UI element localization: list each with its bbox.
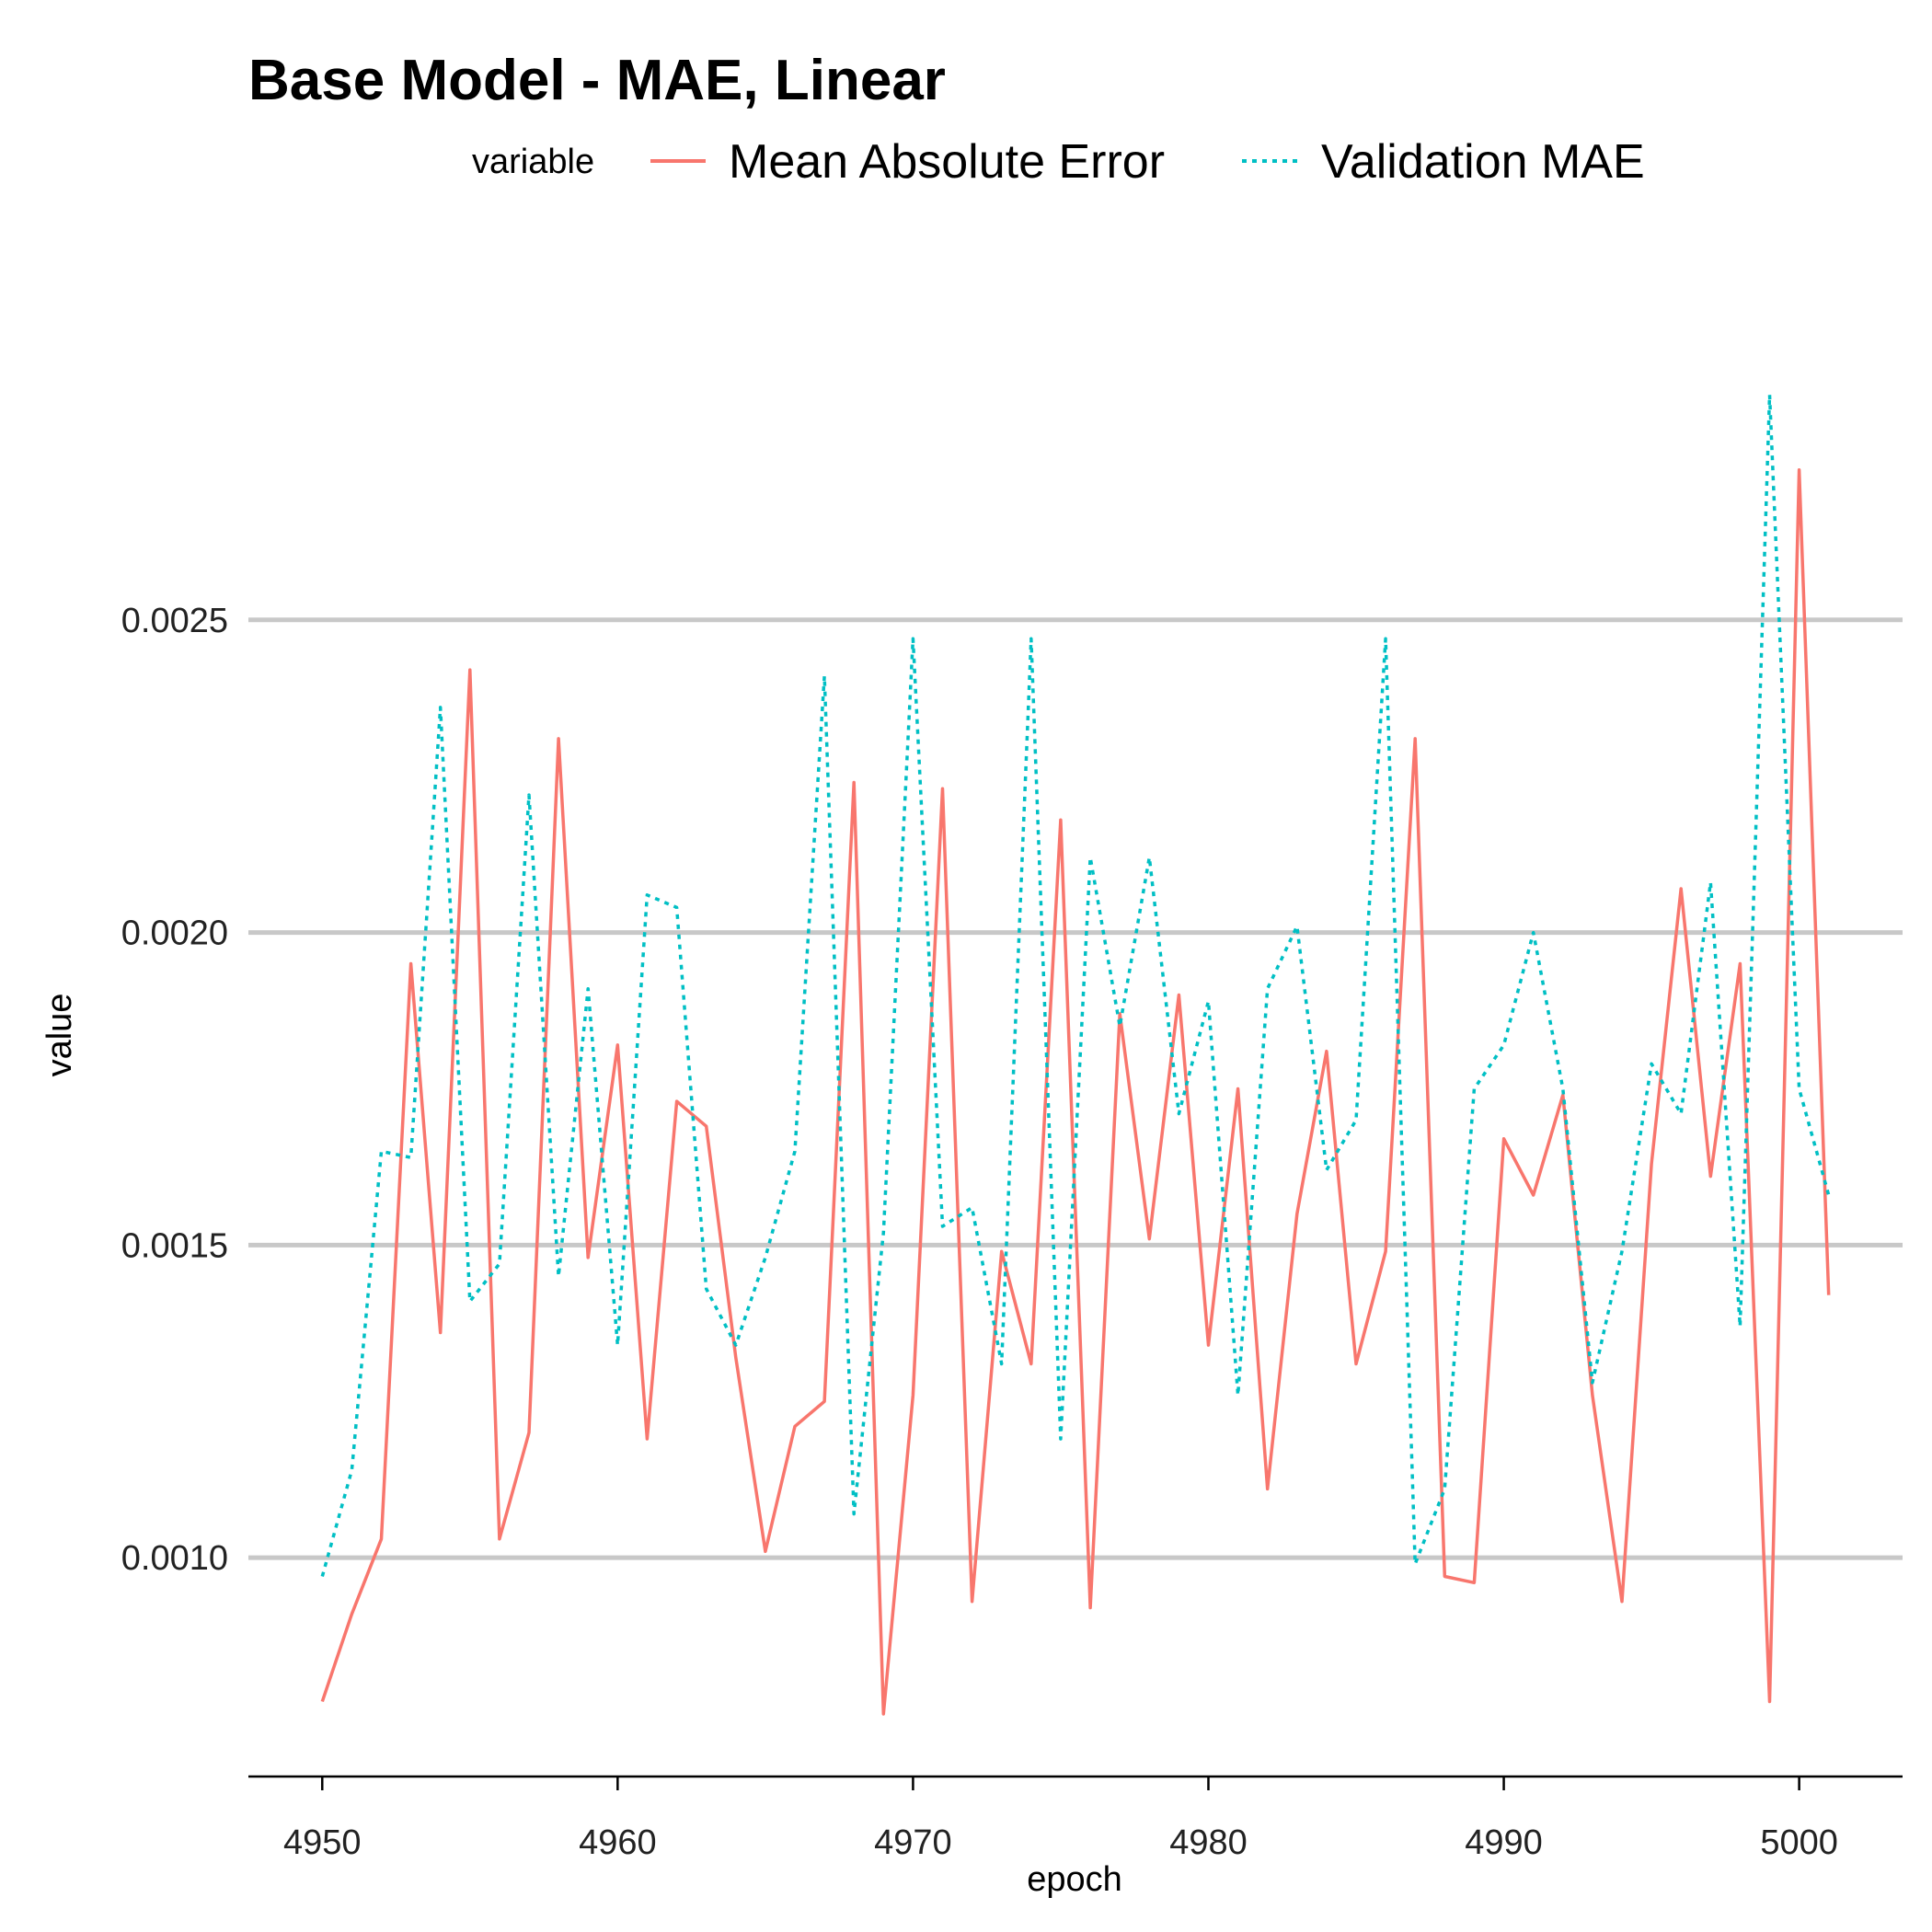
legend: variable Mean Absolute Error Validation … [472,135,1645,189]
x-tick-label: 4980 [1169,1823,1248,1862]
plot-area [320,393,1831,1716]
y-tick-label: 0.0025 [121,602,228,640]
y-tick-label: 0.0015 [121,1226,228,1265]
legend-title: variable [472,143,594,181]
y-tick-label: 0.0010 [121,1539,228,1578]
x-axis-title: epoch [1027,1860,1122,1899]
x-tick-label: 4970 [874,1823,952,1862]
y-axis-title: value [40,994,79,1077]
chart-title: Base Model - MAE, Linear [248,49,946,112]
x-axis-ticks: 4950 4960 4970 4980 4990 5000 [283,1777,1838,1862]
x-tick-label: 4960 [579,1823,657,1862]
legend-label-mean-absolute-error: Mean Absolute Error [729,135,1165,189]
x-tick-label: 4990 [1465,1823,1543,1862]
y-axis-tick-labels: 0.0010 0.0015 0.0020 0.0025 [121,602,228,1578]
x-tick-label: 4950 [283,1823,362,1862]
legend-label-validation-mae: Validation MAE [1321,135,1645,189]
x-tick-label: 5000 [1760,1823,1838,1862]
y-tick-label: 0.0020 [121,914,228,953]
